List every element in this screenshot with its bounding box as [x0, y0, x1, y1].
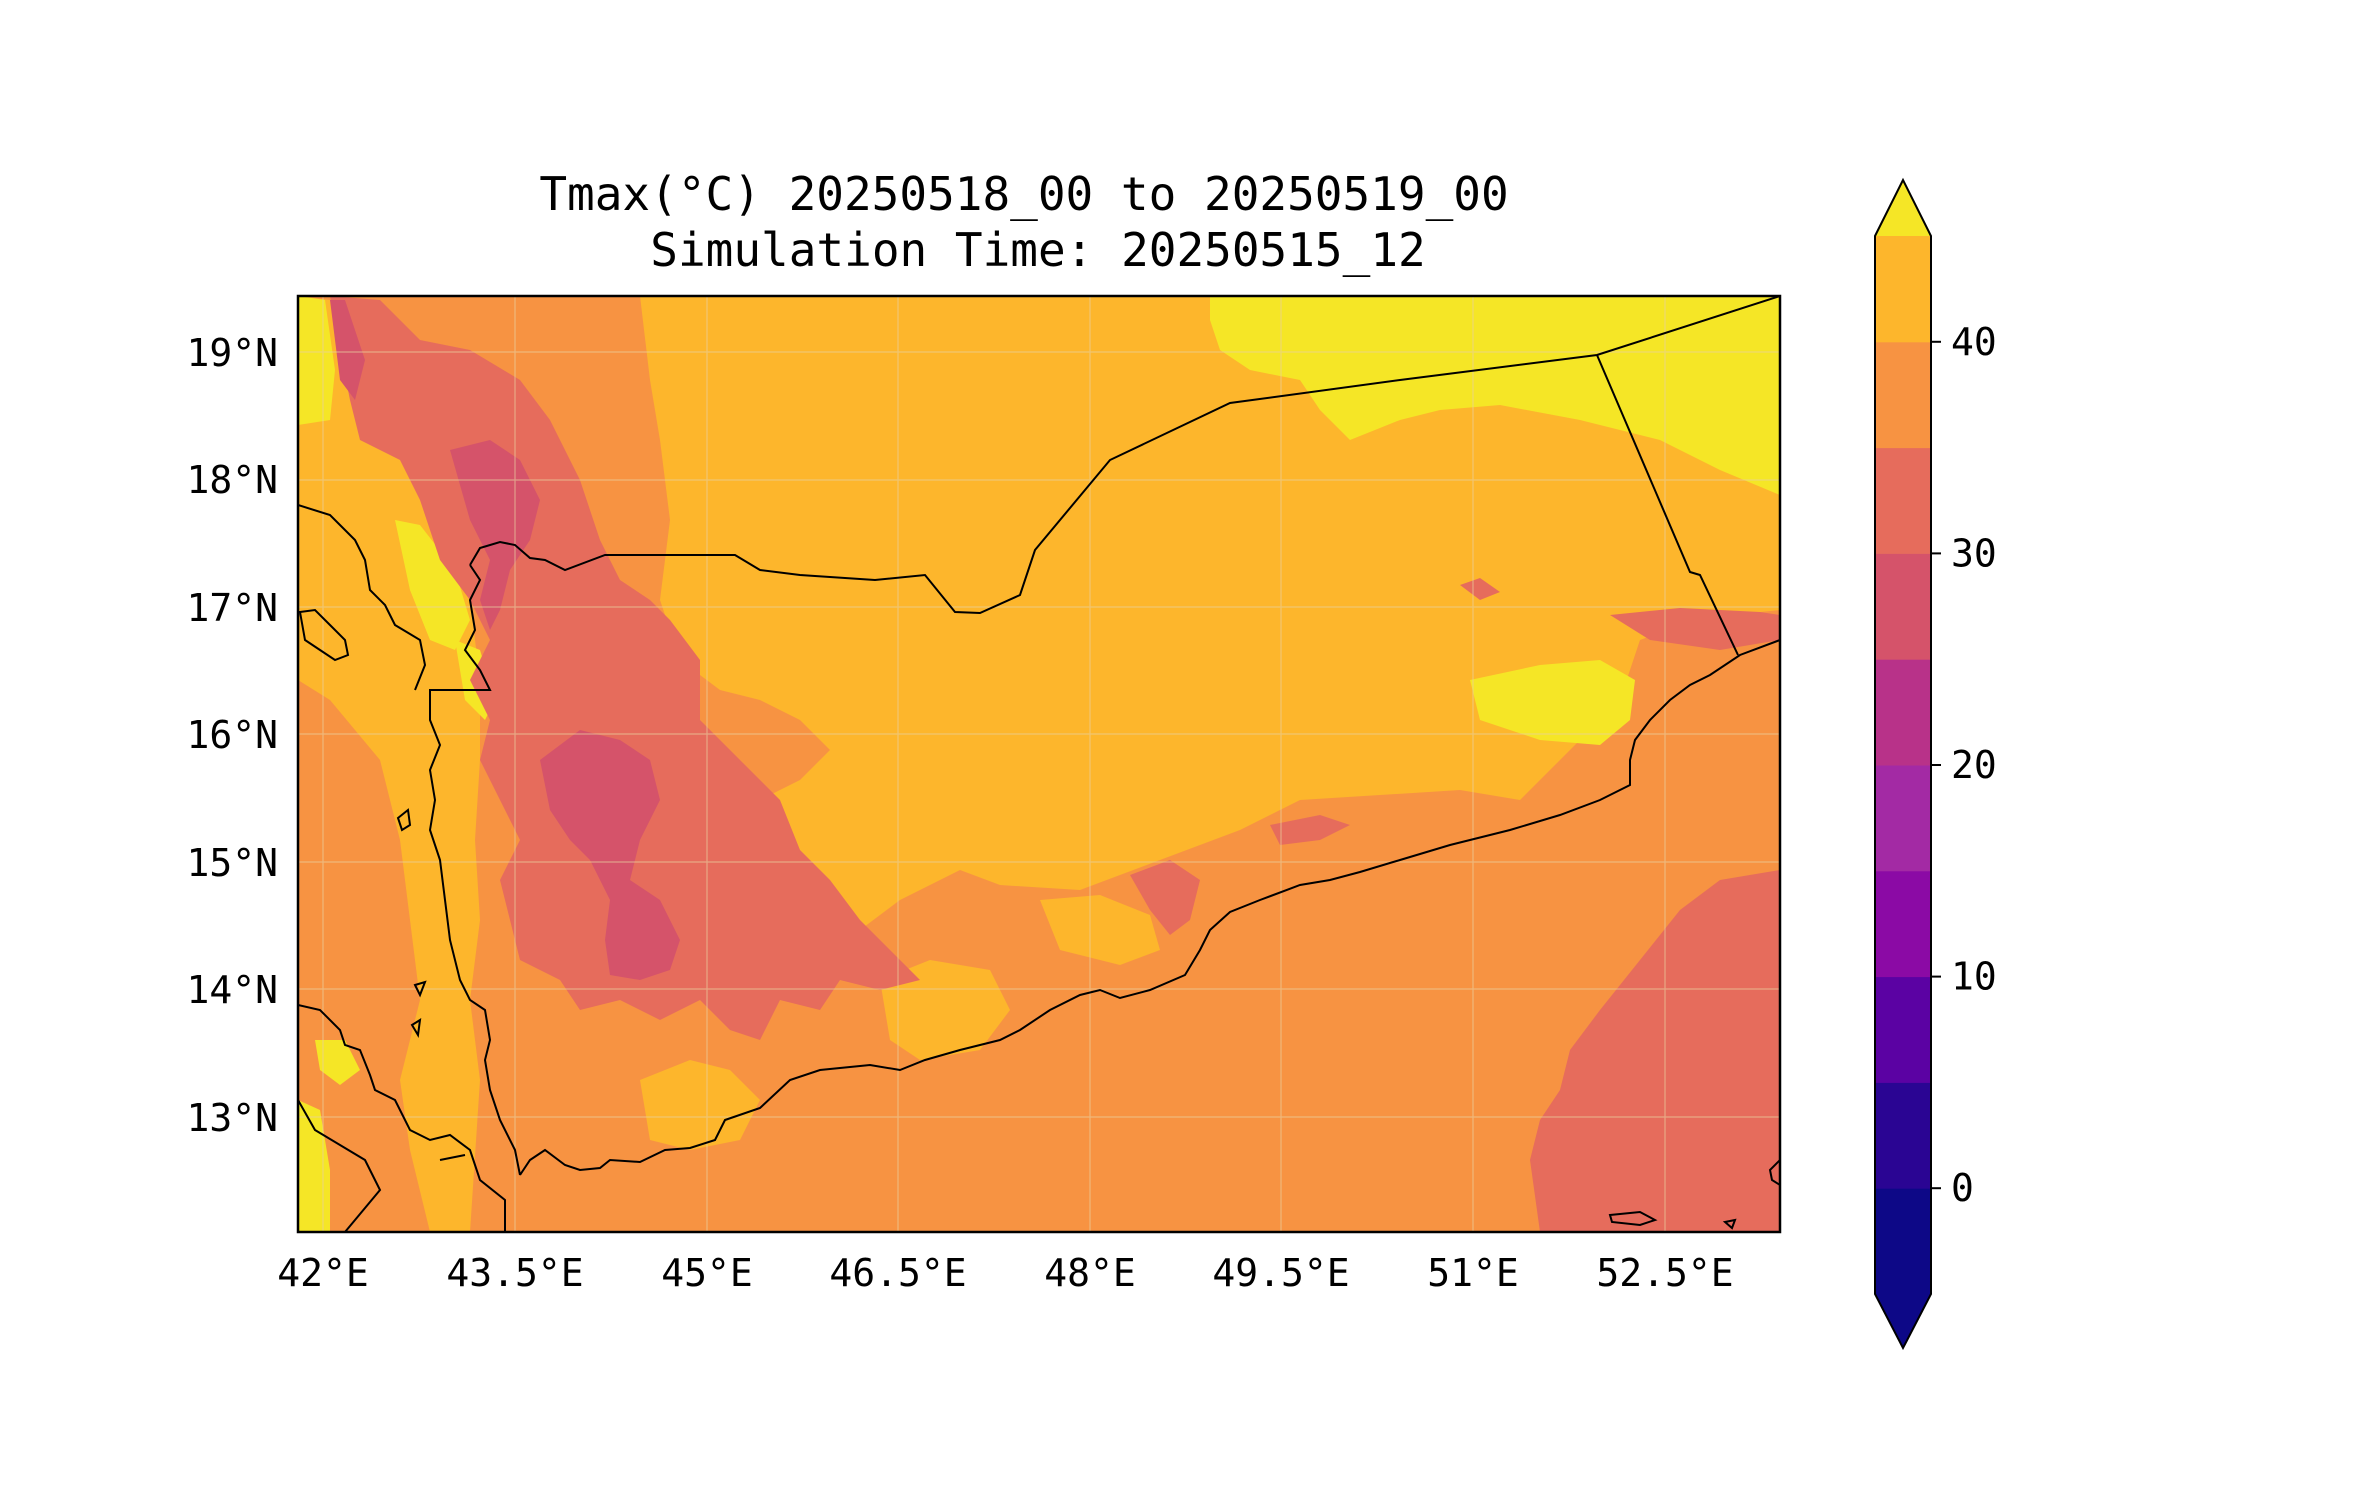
field-35-40-interior	[640, 296, 1780, 930]
field-25-30-patch-1	[1130, 860, 1200, 935]
lon-tick-49-5: 49.5°E	[1212, 1251, 1349, 1295]
field-20-25-north	[450, 440, 540, 630]
lon-tick-labels: 42°E 43.5°E 45°E 46.5°E 48°E 49.5°E 51°E…	[277, 1251, 1733, 1295]
colorbar-segment	[1875, 765, 1931, 872]
lat-tick-18: 18°N	[186, 458, 278, 502]
field-40-45-sw-corner	[298, 1100, 330, 1232]
field-35-40-south-patch	[640, 1060, 760, 1150]
map-gridlines	[298, 296, 1780, 1232]
colorbar-segment	[1875, 341, 1931, 449]
yemen-south-coast	[519, 639, 1780, 1176]
oman-yemen-border	[1596, 354, 1739, 656]
yemen-west-coast	[428, 564, 521, 1176]
eritrea-djibouti-border	[439, 1154, 466, 1161]
lat-tick-17: 17°N	[186, 586, 278, 630]
lat-tick-19: 19°N	[186, 331, 278, 375]
lat-tick-14: 14°N	[186, 968, 278, 1012]
djibouti-border	[298, 1099, 382, 1232]
field-40-45-horn	[315, 1040, 360, 1085]
field-40-45-east-patch	[1470, 660, 1635, 745]
lon-tick-42: 42°E	[277, 1251, 369, 1295]
field-20-25-sanaa	[540, 730, 680, 980]
field-35-40-aden-patch	[880, 960, 1010, 1060]
colorbar-tick-label: 20	[1951, 743, 1997, 787]
socotra-islands	[1608, 1158, 1780, 1230]
colorbar-segment	[1875, 1188, 1931, 1295]
colorbar-segment	[1875, 236, 1931, 343]
lat-tick-16: 16°N	[186, 713, 278, 757]
lat-tick-13: 13°N	[186, 1096, 278, 1140]
lon-tick-43-5: 43.5°E	[446, 1251, 583, 1295]
saudi-yemen-border	[469, 296, 1780, 615]
red-sea-west-coast	[298, 504, 427, 691]
lon-tick-51: 51°E	[1427, 1251, 1519, 1295]
zubair-islands	[410, 980, 427, 1038]
dahlak-islands	[298, 608, 350, 662]
colorbar-segment	[1875, 447, 1931, 554]
field-40-45-west-tip	[298, 296, 335, 425]
lon-tick-46-5: 46.5°E	[829, 1251, 966, 1295]
field-25-30-patch-3	[1460, 578, 1500, 600]
colorbar-tick-label: 40	[1951, 320, 1997, 364]
colorbar-segment	[1875, 870, 1931, 978]
colorbar-ticks: 0 10 20 30 40	[1931, 320, 1997, 1210]
colorbar-outline	[1874, 177, 1932, 1351]
colorbar-segment	[1875, 976, 1931, 1083]
lon-tick-48: 48°E	[1044, 1251, 1136, 1295]
colorbar-extend-low	[1875, 1294, 1931, 1348]
field-35-40-mukalla-patch	[1040, 895, 1160, 965]
colorbar-tick-label: 0	[1951, 1166, 1974, 1210]
map-subtitle: Simulation Time: 20250515_12	[650, 223, 1425, 277]
field-25-30-east	[1530, 870, 1780, 1232]
field-20-25-nw-spot	[330, 300, 365, 400]
field-40-45-tihama-1	[395, 520, 470, 650]
lon-tick-45: 45°E	[661, 1251, 753, 1295]
field-25-30-patch-2	[1270, 815, 1350, 845]
colorbar-tick-label: 10	[1951, 955, 1997, 999]
lat-tick-15: 15°N	[186, 841, 278, 885]
colorbar-segment	[1875, 553, 1931, 660]
colorbar-tick-label: 30	[1951, 531, 1997, 575]
africa-horn-coast	[298, 1004, 506, 1232]
temperature-field	[298, 296, 1780, 1232]
kamaran-island	[396, 808, 412, 832]
map-title: Tmax(°C) 20250518_00 to 20250519_00	[539, 167, 1508, 221]
borders-coastlines	[298, 296, 1780, 1232]
field-40-45-ne	[1210, 296, 1780, 495]
colorbar-extend-high	[1875, 180, 1931, 236]
colorbar	[1874, 177, 1932, 1351]
lon-tick-52-5: 52.5°E	[1596, 1251, 1733, 1295]
lat-tick-labels: 19°N 18°N 17°N 16°N 15°N 14°N 13°N	[186, 331, 278, 1140]
colorbar-segment	[1875, 1082, 1931, 1189]
map-axes-frame	[296, 294, 1782, 1234]
colorbar-segment	[1875, 659, 1931, 766]
field-25-30-patch-4	[1610, 608, 1780, 650]
